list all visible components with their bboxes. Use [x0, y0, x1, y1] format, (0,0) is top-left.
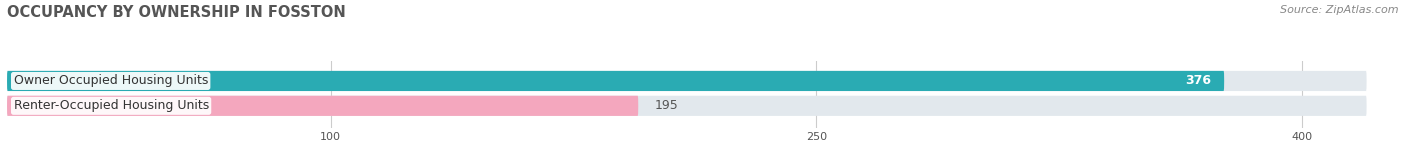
Text: Source: ZipAtlas.com: Source: ZipAtlas.com	[1281, 5, 1399, 15]
Text: 376: 376	[1185, 74, 1211, 88]
FancyBboxPatch shape	[7, 71, 1225, 91]
FancyBboxPatch shape	[7, 96, 638, 116]
Text: 195: 195	[654, 99, 678, 112]
FancyBboxPatch shape	[7, 96, 1367, 116]
FancyBboxPatch shape	[7, 71, 1367, 91]
Text: OCCUPANCY BY OWNERSHIP IN FOSSTON: OCCUPANCY BY OWNERSHIP IN FOSSTON	[7, 5, 346, 20]
Text: Renter-Occupied Housing Units: Renter-Occupied Housing Units	[14, 99, 208, 112]
Text: Owner Occupied Housing Units: Owner Occupied Housing Units	[14, 74, 208, 88]
